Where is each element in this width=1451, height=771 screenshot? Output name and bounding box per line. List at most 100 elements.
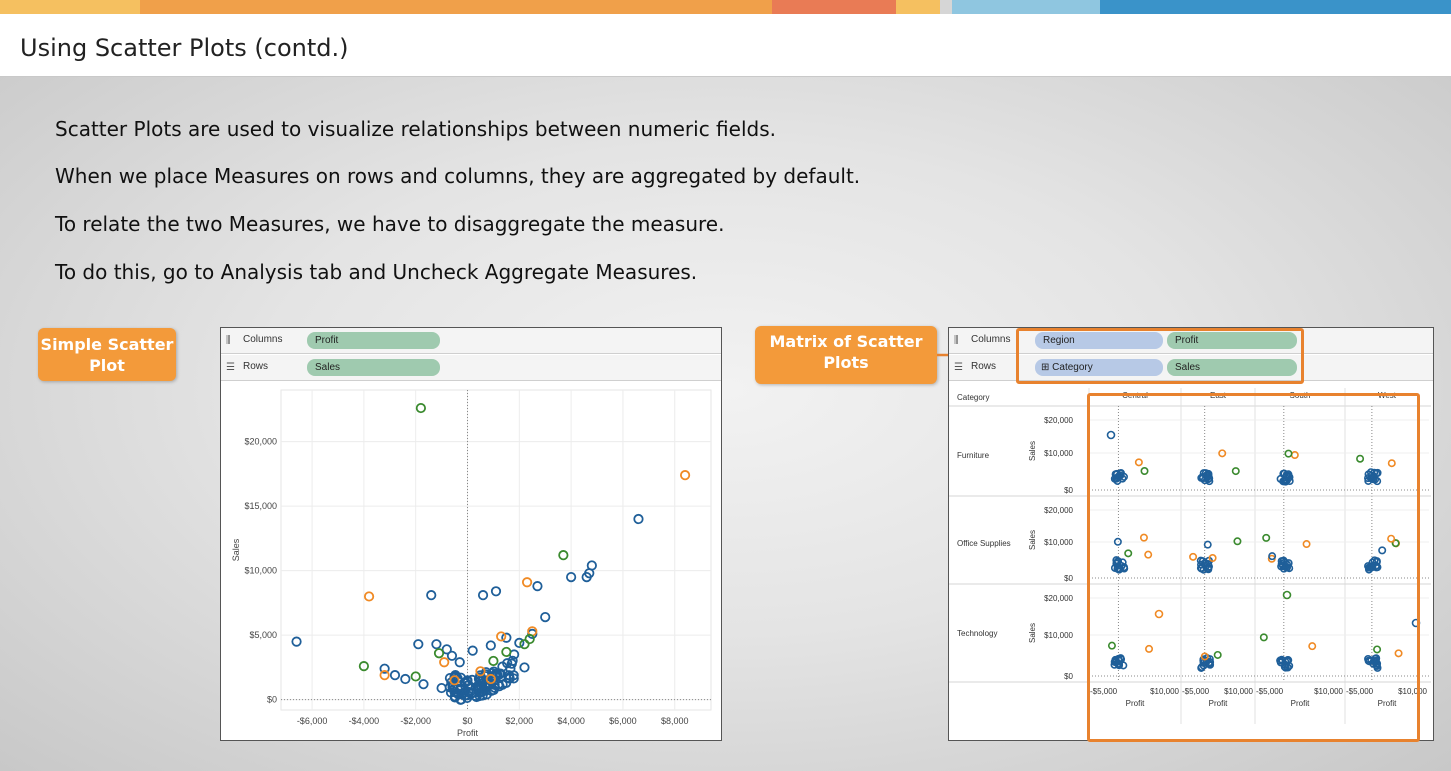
data-point [485,673,496,685]
data-point [1124,549,1133,558]
data-point [1113,564,1122,573]
slide-title: Using Scatter Plots (contd.) [20,34,349,62]
x-tick-label: $8,000 [661,716,689,726]
data-point [1116,471,1125,480]
data-point [1208,554,1217,563]
data-point [413,639,424,650]
data-point [1370,468,1379,477]
data-point [467,674,478,685]
row-axis-label: Sales [1028,530,1037,550]
data-point [1202,657,1211,666]
data-point [1259,633,1268,642]
matrix-profit-pill[interactable]: Profit [1167,332,1297,349]
x-tick-label: -$5,000 [1090,687,1118,696]
data-point [1200,652,1209,661]
x-tick-label: $4,000 [557,716,585,726]
data-point [1218,449,1227,458]
y-tick-label: $0 [1064,672,1073,681]
data-point [501,646,512,658]
data-point [477,590,489,601]
data-point [480,667,492,678]
data-point [1283,560,1292,569]
data-point [449,675,460,686]
data-point [488,655,499,667]
data-point [1284,471,1293,480]
row-axis-label: Sales [1028,441,1037,461]
callout-simple-scatter: Simple Scatter Plot [38,328,176,381]
data-point [462,675,473,686]
y-tick-label: $10,000 [1044,631,1073,640]
data-point [457,689,468,700]
profit-pill[interactable]: Profit [307,332,440,349]
data-point [532,581,543,592]
y-tick-label: $20,000 [1044,506,1073,515]
data-point [454,657,465,668]
data-point [410,671,421,682]
x-tick-label: -$5,000 [1182,687,1210,696]
data-point [1363,474,1372,483]
y-axis-label: Sales [231,538,241,561]
top-bar-segment [896,0,940,14]
x-tick-label: -$5,000 [1256,687,1284,696]
category-label: Office Supplies [957,539,1011,548]
data-point [418,679,429,690]
x-axis-label: Profit [1209,699,1228,708]
y-tick-label: $10,000 [244,566,277,576]
data-point [436,682,447,694]
y-tick-label: $0 [1064,574,1073,583]
data-point [1387,534,1396,543]
category-label: Technology [957,629,997,638]
callout-simple-scatter-text: Simple Scatter Plot [40,335,174,375]
x-tick-label: -$6,000 [297,716,328,726]
top-bar-segment [1100,0,1451,14]
y-tick-label: $20,000 [1044,594,1073,603]
data-point [1356,454,1365,463]
matrix-columns-shelf-label: Columns [971,334,1011,345]
data-point [496,631,507,642]
matrix-sales-pill[interactable]: Sales [1167,359,1297,376]
data-point [1282,590,1292,600]
data-point [1139,533,1148,542]
x-axis-label: Profit [1291,699,1310,708]
data-point [431,639,442,650]
decorative-top-bar [0,0,1451,14]
data-point [486,685,497,696]
data-point [1113,537,1122,546]
data-point [1140,467,1149,476]
expand-icon[interactable]: ⊞ [1041,362,1050,373]
region-pill[interactable]: Region [1035,332,1163,349]
data-point [586,560,597,571]
x-tick-label: -$5,000 [1346,687,1374,696]
category-pill[interactable]: ⊞ Category [1035,359,1163,376]
data-point [1391,539,1400,548]
y-tick-label: $20,000 [1044,416,1073,425]
data-point [1106,430,1116,440]
data-point [1154,609,1164,619]
sales-pill[interactable]: Sales [307,359,440,376]
matrix-scatter-chart: CategoryRegionCentral-$5,000$10,000Profi… [949,388,1431,724]
data-point [493,679,504,690]
x-tick-label: -$4,000 [349,716,380,726]
data-point [1117,655,1126,664]
data-point [1107,641,1116,650]
matrix-columns-shelf: ⫼ Columns Region Profit [949,328,1433,354]
data-point [566,571,577,583]
rows-shelf-icon: ☰ [954,362,963,373]
data-point [1196,556,1205,565]
data-point [501,632,512,643]
data-point [1110,657,1119,666]
x-tick-label: $10,000 [1150,687,1179,696]
data-point [389,670,401,681]
data-point [633,513,644,525]
x-axis-label: Profit [457,728,479,738]
bullet-text: When we place Measures on rows and colum… [55,164,861,188]
data-point [475,666,486,677]
data-point [426,590,437,601]
matrix-panel: ⫼ Columns Region Profit ☰ Rows ⊞ Categor… [948,327,1434,741]
rows-shelf: ☰ Rows Sales [221,355,721,381]
data-point [514,637,525,649]
data-point [291,636,302,647]
category-pill-label: Category [1052,362,1093,373]
data-point [506,658,517,669]
data-point [467,645,478,656]
